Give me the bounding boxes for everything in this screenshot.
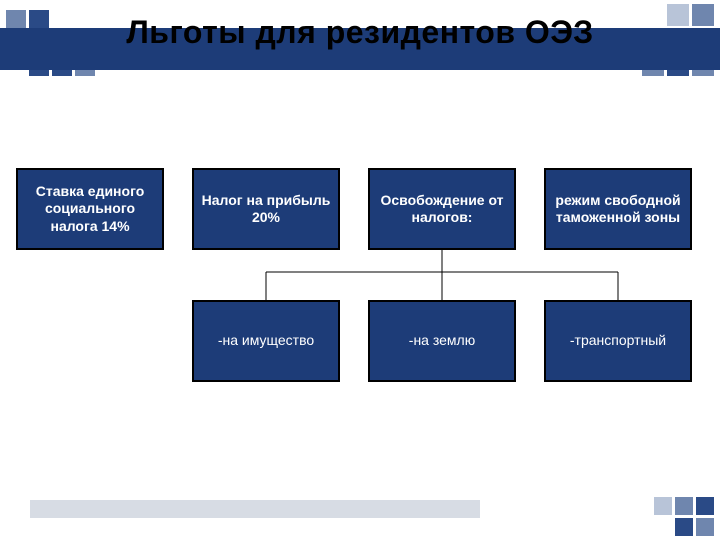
sub-transport: -транспортный [544,300,692,382]
box-profit-tax: Налог на прибыль 20% [192,168,340,250]
box-tax-rate: Ставка единого социального налога 14% [16,168,164,250]
sub-land: -на землю [368,300,516,382]
connector-lines [0,0,720,540]
bottom-row: -на имущество -на землю -транспортный [16,300,720,382]
sub-property: -на имущество [192,300,340,382]
decor-bottom-right [654,497,714,536]
box-exemption: Освобождение от налогов: [368,168,516,250]
top-row: Ставка единого социального налога 14% На… [16,168,720,250]
page-title: Льготы для резидентов ОЭЗ [0,14,720,51]
box-customs: режим свободной таможенной зоны [544,168,692,250]
footer-band [30,500,480,518]
